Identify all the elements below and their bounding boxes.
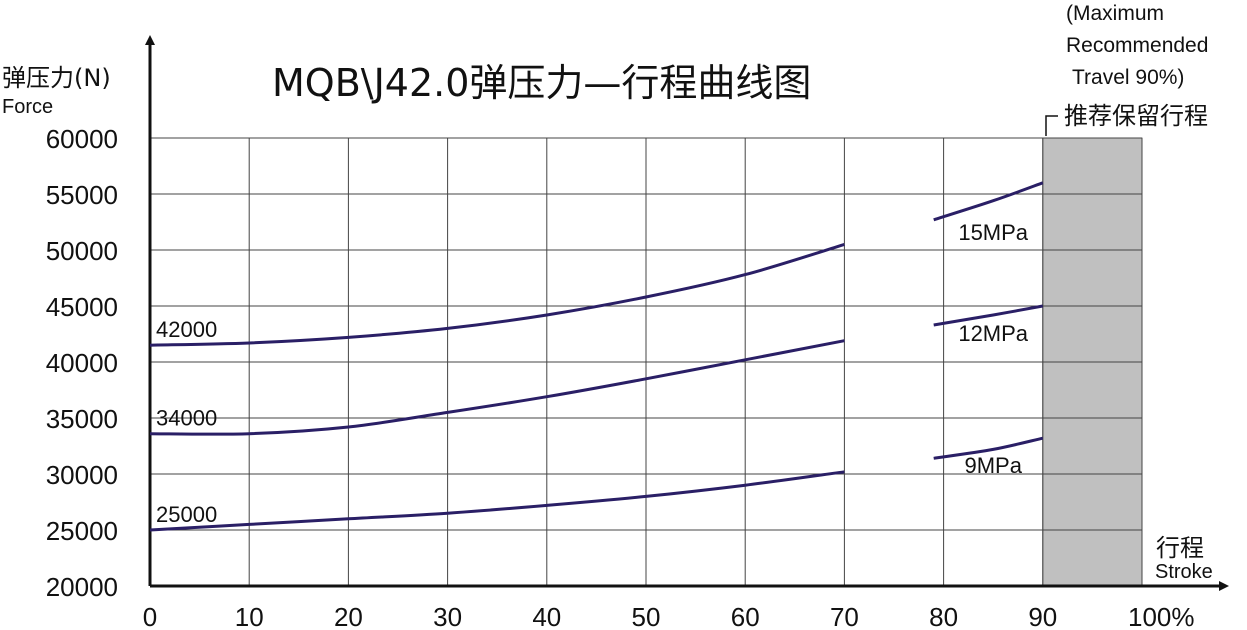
y-tick-label: 30000 — [46, 460, 118, 490]
series-line-12mpa-segment-2 — [933, 304, 1044, 327]
y-tick-label: 60000 — [46, 124, 118, 154]
grid-lines — [150, 137, 1143, 586]
series-name-label-12mpa: 12MPa — [958, 321, 1028, 346]
max-travel-note-line-2: Recommended — [1066, 34, 1208, 57]
series-start-label-9mpa: 25000 — [156, 502, 217, 527]
max-travel-note-line-3: Travel 90%) — [1072, 66, 1184, 89]
series-group — [149, 181, 1044, 532]
x-tick-label: 60 — [731, 602, 760, 630]
y-tick-label: 25000 — [46, 516, 118, 546]
x-tick-label: 40 — [532, 602, 561, 630]
y-tick-label: 45000 — [46, 292, 118, 322]
x-tick-label: 80 — [929, 602, 958, 630]
series-line-9mpa-segment-2 — [933, 436, 1044, 460]
x-tick-label: 10 — [235, 602, 264, 630]
x-tick-label: 30 — [433, 602, 462, 630]
series-line-15mpa-segment-1 — [149, 242, 845, 347]
y-axis-label-en: Force — [2, 96, 53, 118]
y-tick-label: 20000 — [46, 572, 118, 602]
series-start-label-12mpa: 34000 — [156, 406, 217, 431]
series-name-label-15mpa: 15MPa — [958, 220, 1028, 245]
x-tick-label: 50 — [632, 602, 661, 630]
series-name-label-9mpa: 9MPa — [964, 453, 1022, 478]
y-tick-labels: 20000 25000 30000 35000 40000 45000 50000 55000… — [46, 124, 118, 602]
y-tick-label: 35000 — [46, 404, 118, 434]
series-labels: 42000 15MPa 34000 12MPa 25000 9MPa — [156, 220, 1029, 527]
series-line-12mpa-segment-1 — [149, 339, 845, 436]
chart-title: MQB\J42.0弹压力—行程曲线图 — [272, 61, 811, 105]
series-line-15mpa-segment-2 — [933, 181, 1044, 222]
x-tick-label: 0 — [143, 602, 157, 630]
x-axis-label-en: Stroke — [1155, 561, 1213, 583]
x-tick-label: 20 — [334, 602, 363, 630]
y-tick-label: 40000 — [46, 348, 118, 378]
series-start-label-15mpa: 42000 — [156, 317, 217, 342]
reserved-region-leader — [1045, 115, 1058, 136]
max-travel-note-line-1: (Maximum — [1066, 2, 1164, 25]
series-line-9mpa-segment-1 — [149, 470, 845, 532]
x-tick-label: 90 — [1028, 602, 1057, 630]
y-tick-label: 55000 — [46, 180, 118, 210]
x-tick-label: 100% — [1128, 602, 1195, 630]
x-tick-label: 70 — [830, 602, 859, 630]
x-axis-label-cn: 行程 — [1156, 534, 1204, 562]
y-tick-label: 50000 — [46, 236, 118, 266]
y-axis-label-cn: 弹压力(N) — [2, 64, 111, 92]
x-tick-labels: 0 10 20 30 40 50 60 70 80 90 100% — [143, 602, 1195, 630]
reserved-stroke-label: 推荐保留行程 — [1064, 102, 1208, 130]
